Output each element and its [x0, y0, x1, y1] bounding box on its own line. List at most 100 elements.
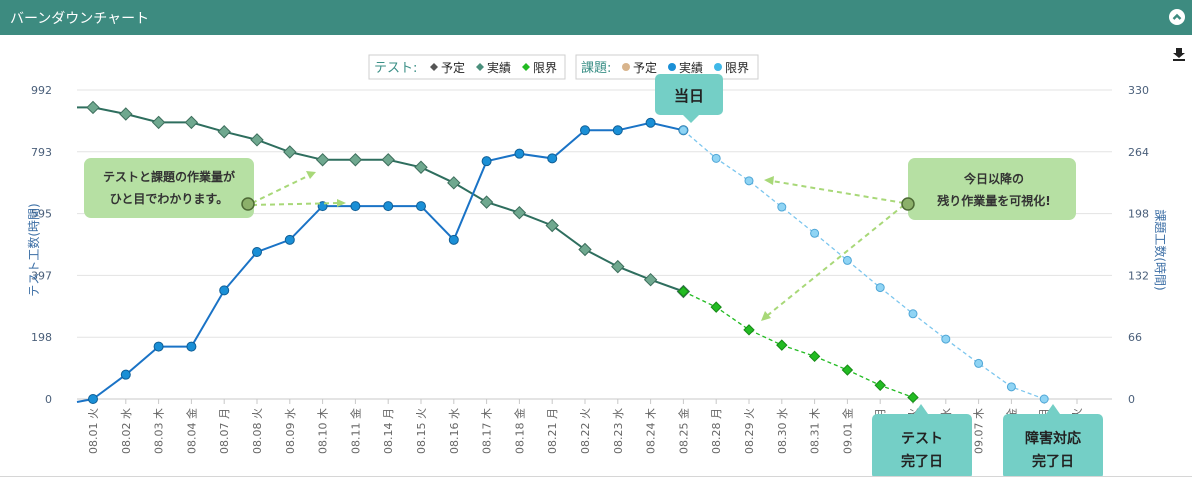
- callout-right: 今日以降の 残り作業量を可視化!: [761, 158, 1076, 321]
- data-point: [777, 202, 787, 212]
- x-tick-label: 08.03 木: [153, 408, 166, 454]
- data-point: [219, 285, 230, 296]
- data-point: [710, 301, 722, 313]
- data-point: [512, 206, 527, 220]
- data-point: [643, 272, 658, 287]
- callout-right-box: [908, 158, 1076, 220]
- data-point: [88, 394, 98, 404]
- data-point: [941, 334, 951, 344]
- y-tick-label: 992: [31, 84, 52, 97]
- x-tick-label: 09.01 金: [840, 408, 854, 454]
- callout-right-arrowhead-1: [764, 176, 774, 185]
- callout-right-arrow-1: [771, 180, 905, 204]
- data-point: [711, 153, 721, 163]
- data-point: [481, 156, 492, 167]
- y2-axis-title: 課題工数(時間): [1153, 209, 1168, 290]
- x-tick-label: 08.14 月: [382, 408, 395, 454]
- data-point: [348, 153, 363, 167]
- legend-issue-limit[interactable]: 限界: [725, 61, 749, 75]
- x-tick-label: 08.22 火: [579, 408, 592, 454]
- x-tick-label: 08.30 水: [776, 408, 789, 454]
- x-tick-label: 08.11 金: [348, 408, 362, 454]
- x-tick-label: 08.15 火: [415, 408, 428, 454]
- x-tick-label: 08.04 金: [184, 408, 198, 454]
- x-tick-label: 08.29 火: [743, 408, 756, 454]
- data-point: [1039, 394, 1049, 404]
- bottom-divider: [0, 476, 1192, 477]
- data-point: [580, 125, 590, 136]
- legend-test-actual-marker: [476, 63, 484, 71]
- data-point: [383, 201, 394, 212]
- x-tick-label: 08.21 月: [546, 408, 559, 454]
- legend-issue-plan[interactable]: 予定: [633, 60, 657, 75]
- data-point: [350, 201, 361, 212]
- y2-tick-label: 264: [1128, 146, 1149, 159]
- data-point: [120, 369, 131, 380]
- callout-issue-done: 障害対応 完了日: [1003, 404, 1103, 476]
- legend-test-actual[interactable]: 実績: [487, 60, 511, 75]
- data-point: [250, 133, 264, 147]
- panel-title: バーンダウンチャート: [10, 11, 150, 27]
- data-point: [283, 145, 297, 159]
- callout-left-arrow-1: [251, 173, 313, 204]
- callout-left-anchor: [241, 197, 255, 211]
- x-tick-label: 08.01 火: [87, 408, 100, 454]
- legend-test-plan-marker: [430, 63, 438, 71]
- data-point: [547, 153, 558, 164]
- callout-today-box: [655, 74, 723, 115]
- callout-left-line1: テストと課題の作業量が: [103, 169, 235, 184]
- data-point: [810, 228, 820, 238]
- callout-issue-done-pointer: [1046, 404, 1060, 414]
- data-point: [184, 115, 199, 130]
- grid-lines: [77, 89, 1112, 400]
- y2-tick-label: 330: [1128, 84, 1149, 97]
- callout-test-done: テスト 完了日: [872, 404, 972, 476]
- data-point: [842, 255, 852, 265]
- x-tick-label: 08.25 金: [676, 408, 690, 454]
- data-point: [645, 117, 656, 128]
- y-axis-title: テスト工数(時間): [26, 203, 41, 296]
- legend-test-limit[interactable]: 限界: [533, 61, 557, 75]
- callout-test-done-line1: テスト: [901, 431, 943, 447]
- legend-issue-plan-marker: [622, 63, 630, 71]
- x-tick-label: 08.02 水: [120, 408, 133, 454]
- legend-test-limit-marker: [522, 63, 530, 71]
- data-point: [677, 285, 690, 298]
- x-tick-label: 08.08 火: [251, 408, 264, 454]
- y-tick-label: 0: [45, 393, 52, 406]
- data-point: [908, 309, 918, 319]
- legend-test-label: テスト:: [374, 61, 417, 76]
- callout-left-arrowhead-1: [306, 171, 316, 179]
- data-point: [381, 153, 395, 167]
- data-point: [448, 234, 459, 245]
- data-point: [414, 160, 428, 174]
- data-point: [808, 350, 821, 363]
- legend-issue-actual[interactable]: 実績: [679, 60, 703, 75]
- data-point: [284, 234, 295, 245]
- callout-right-arrow-2: [767, 204, 905, 316]
- x-tick-label: 08.10 木: [317, 408, 330, 454]
- data-point: [479, 195, 494, 209]
- callout-issue-done-line1: 障害対応: [1025, 430, 1081, 447]
- data-point: [545, 218, 559, 233]
- y-tick-label: 595: [31, 208, 52, 221]
- callout-left: テストと課題の作業量が ひと目でわかります。: [84, 158, 346, 218]
- callout-left-line2: ひと目でわかります。: [110, 192, 228, 206]
- data-point: [1006, 382, 1016, 392]
- panel-header: バーンダウンチャート: [0, 0, 1192, 35]
- legend-test-plan[interactable]: 予定: [441, 60, 465, 75]
- data-point: [186, 341, 197, 352]
- data-point: [907, 391, 919, 404]
- x-tick-label: 08.16 水: [448, 408, 461, 454]
- x-tick-label: 08.17 木: [481, 408, 494, 454]
- y-tick-label: 198: [31, 331, 52, 344]
- data-point: [875, 283, 885, 293]
- x-tick-label: 08.28 月: [710, 408, 723, 454]
- x-tick-label: 09.07 木: [973, 408, 986, 454]
- x-tick-label: 08.31 木: [809, 408, 822, 454]
- download-icon[interactable]: [1172, 46, 1186, 62]
- chevron-up-icon[interactable]: [1169, 9, 1185, 25]
- callout-test-done-line2: 完了日: [901, 453, 943, 470]
- data-point: [776, 339, 788, 351]
- data-point: [252, 246, 262, 257]
